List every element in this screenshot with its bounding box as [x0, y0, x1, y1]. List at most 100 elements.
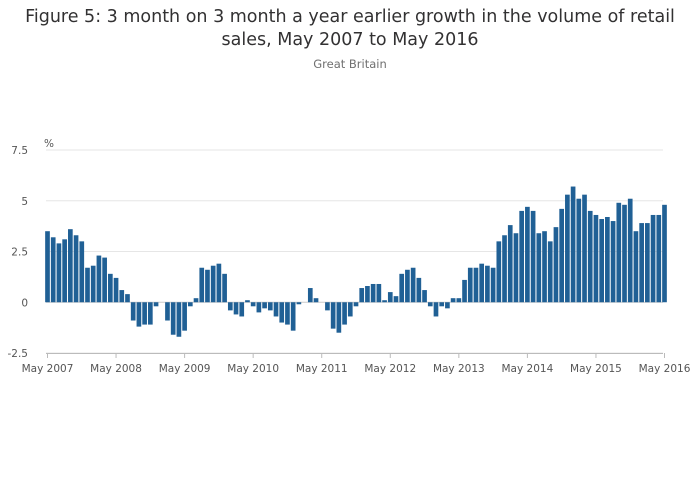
bar[interactable]	[645, 223, 650, 303]
bar[interactable]	[456, 298, 462, 303]
bar[interactable]	[176, 302, 182, 337]
bar[interactable]	[279, 302, 285, 323]
bar[interactable]	[633, 231, 639, 303]
bar[interactable]	[387, 292, 393, 303]
bar[interactable]	[250, 302, 256, 307]
bar[interactable]	[256, 302, 262, 313]
bar[interactable]	[365, 286, 370, 303]
bar[interactable]	[485, 265, 490, 303]
bar[interactable]	[467, 267, 473, 303]
bar[interactable]	[410, 267, 416, 303]
bar[interactable]	[136, 302, 142, 327]
bar[interactable]	[50, 237, 56, 303]
bar[interactable]	[102, 257, 107, 303]
bar[interactable]	[222, 273, 227, 303]
bar[interactable]	[193, 298, 199, 303]
bar[interactable]	[382, 300, 387, 303]
bar[interactable]	[593, 214, 599, 303]
bar[interactable]	[125, 294, 130, 303]
bar[interactable]	[307, 288, 313, 303]
bar[interactable]	[376, 283, 382, 303]
bar[interactable]	[336, 302, 342, 333]
bar[interactable]	[650, 214, 656, 303]
bar[interactable]	[656, 214, 662, 303]
bar[interactable]	[370, 283, 376, 303]
bar[interactable]	[547, 241, 553, 303]
bar[interactable]	[147, 302, 153, 325]
bar[interactable]	[119, 290, 125, 303]
bar[interactable]	[68, 229, 73, 303]
bar[interactable]	[587, 210, 593, 303]
bar[interactable]	[639, 223, 644, 303]
bar[interactable]	[342, 302, 347, 325]
bar[interactable]	[113, 277, 119, 303]
bar[interactable]	[610, 221, 616, 303]
bar[interactable]	[227, 302, 233, 311]
bar[interactable]	[553, 227, 559, 303]
bar[interactable]	[605, 216, 610, 303]
bar[interactable]	[582, 194, 587, 303]
bar[interactable]	[205, 269, 210, 303]
bar[interactable]	[325, 302, 330, 311]
bar[interactable]	[616, 202, 622, 303]
bar[interactable]	[393, 296, 399, 303]
bar[interactable]	[170, 302, 176, 335]
bar[interactable]	[502, 235, 507, 303]
bar[interactable]	[347, 302, 353, 317]
bar[interactable]	[622, 204, 627, 303]
bar[interactable]	[513, 233, 519, 303]
bar[interactable]	[405, 269, 410, 303]
bar[interactable]	[445, 302, 450, 309]
bar[interactable]	[210, 265, 216, 303]
bar[interactable]	[290, 302, 296, 331]
bar[interactable]	[525, 206, 530, 303]
bar[interactable]	[399, 273, 405, 303]
bar[interactable]	[130, 302, 136, 321]
bar[interactable]	[73, 235, 79, 303]
bar[interactable]	[570, 186, 576, 303]
bar[interactable]	[273, 302, 279, 317]
bar[interactable]	[96, 255, 102, 303]
bar[interactable]	[313, 298, 319, 303]
bar[interactable]	[233, 302, 239, 315]
bar[interactable]	[359, 288, 365, 303]
bar[interactable]	[433, 302, 439, 317]
bar[interactable]	[565, 194, 570, 303]
bar[interactable]	[245, 300, 250, 303]
bar[interactable]	[108, 273, 113, 303]
bar[interactable]	[62, 239, 67, 303]
bar[interactable]	[182, 302, 187, 331]
bar[interactable]	[536, 233, 542, 303]
bar[interactable]	[599, 219, 604, 303]
bar[interactable]	[542, 231, 547, 303]
bar[interactable]	[507, 225, 513, 303]
bar[interactable]	[330, 302, 336, 329]
bar[interactable]	[199, 267, 205, 303]
bar[interactable]	[296, 302, 302, 305]
bar[interactable]	[662, 204, 667, 303]
bar[interactable]	[239, 302, 245, 317]
bar[interactable]	[187, 302, 193, 307]
bar[interactable]	[439, 302, 445, 307]
bar[interactable]	[576, 198, 582, 303]
bar[interactable]	[165, 302, 170, 321]
bar[interactable]	[90, 265, 96, 303]
bar[interactable]	[45, 231, 50, 303]
bar[interactable]	[479, 263, 485, 303]
bar[interactable]	[530, 210, 536, 303]
bar[interactable]	[85, 267, 90, 303]
bar[interactable]	[559, 208, 564, 303]
bar[interactable]	[416, 277, 422, 303]
bar[interactable]	[519, 210, 525, 303]
bar[interactable]	[262, 302, 267, 309]
bar[interactable]	[153, 302, 159, 307]
bar[interactable]	[473, 267, 479, 303]
bar[interactable]	[490, 267, 496, 303]
bar[interactable]	[267, 302, 273, 311]
bar[interactable]	[285, 302, 290, 325]
bar[interactable]	[353, 302, 359, 307]
bar[interactable]	[79, 241, 85, 303]
bar[interactable]	[450, 298, 456, 303]
bar[interactable]	[627, 198, 633, 303]
bar[interactable]	[142, 302, 147, 325]
